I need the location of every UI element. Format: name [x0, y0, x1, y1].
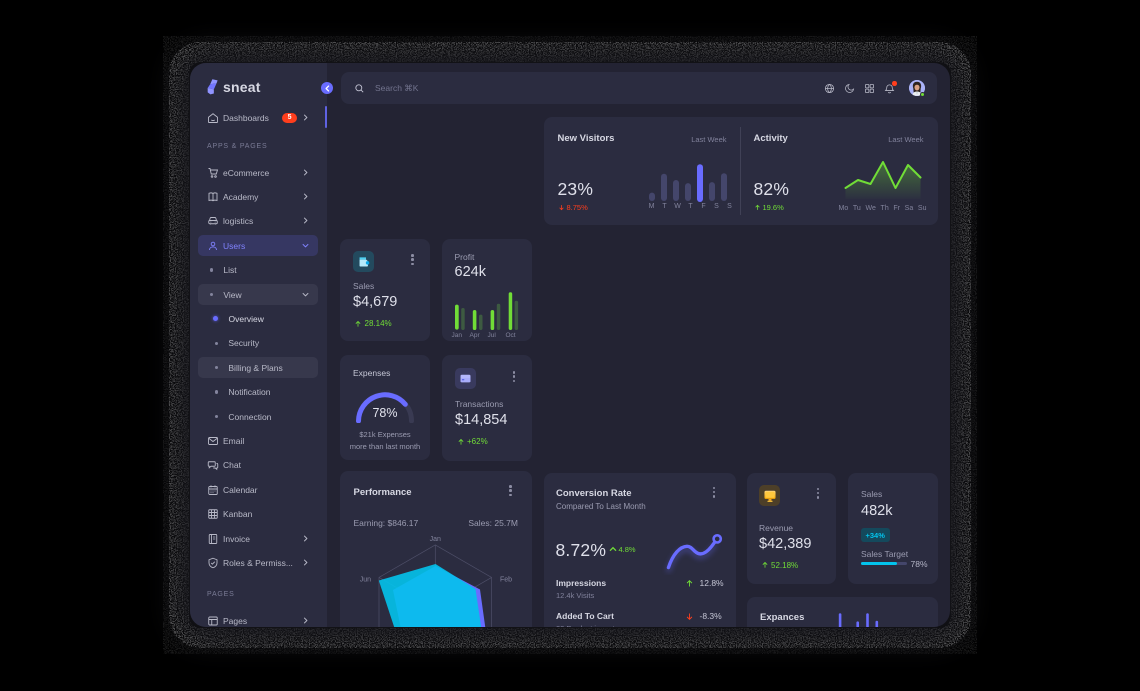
svg-text:Jan: Jan: [430, 536, 441, 543]
svg-text:Jun: Jun: [360, 576, 371, 583]
svg-text:Feb: Feb: [500, 576, 512, 583]
